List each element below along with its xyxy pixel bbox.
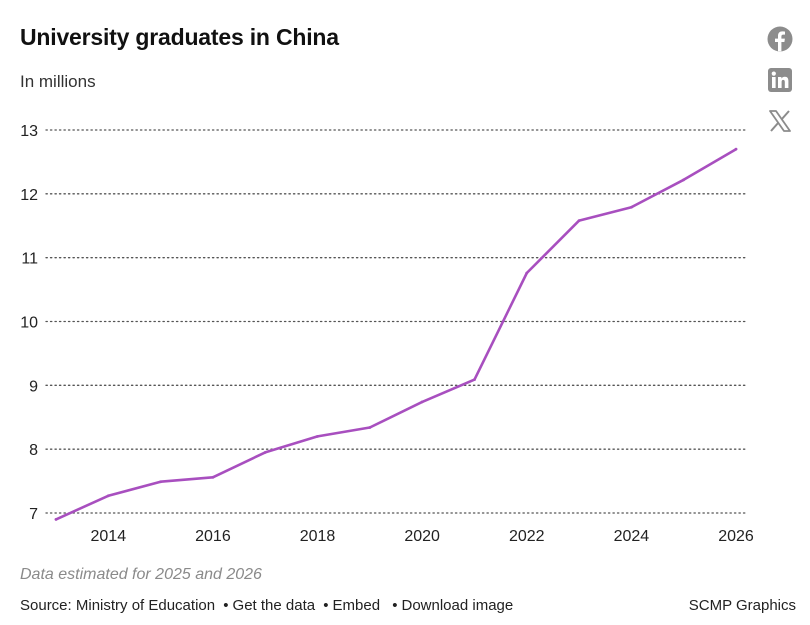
data-point (629, 205, 633, 209)
x-twitter-icon (769, 110, 791, 132)
bullet-separator: • (223, 597, 229, 614)
y-tick-label: 9 (29, 378, 38, 395)
facebook-share-button[interactable] (766, 25, 794, 53)
data-point (525, 271, 529, 275)
x-tick-label: 2018 (300, 528, 336, 545)
chart-title: University graduates in China (20, 24, 339, 50)
data-point (734, 147, 738, 151)
x-tick-label: 2026 (718, 528, 754, 545)
x-tick-label: 2024 (614, 528, 650, 545)
data-point (420, 400, 424, 404)
data-point (263, 450, 267, 454)
data-note: Data estimated for 2025 and 2026 (20, 566, 262, 583)
x-tick-label: 2016 (195, 528, 231, 545)
line-chart: 7 8 9 10 11 12 13 2014 2016 2018 2020 2022 2024 2026 (20, 123, 754, 545)
data-point (316, 435, 319, 438)
y-tick-label: 10 (20, 315, 38, 332)
linkedin-share-button[interactable] (766, 66, 794, 94)
chart-subtitle: In millions (20, 72, 96, 91)
credit-text: SCMP Graphics (688, 597, 796, 614)
source-text: Source: Ministry of Education (20, 597, 216, 614)
bullet-separator: • (323, 597, 329, 614)
y-tick-label: 11 (21, 251, 38, 268)
data-point (473, 378, 476, 381)
x-tick-label: 2020 (404, 528, 440, 545)
data-point (54, 517, 58, 521)
y-tick-label: 12 (20, 187, 38, 204)
y-axis-ticks: 7 8 9 10 11 12 13 (20, 123, 38, 523)
data-point (106, 494, 110, 498)
series-layer (54, 147, 738, 521)
data-point (159, 480, 163, 484)
y-tick-label: 13 (20, 123, 38, 140)
y-tick-label: 8 (29, 442, 38, 459)
bullet-separator: • (392, 597, 398, 614)
series-line (54, 147, 738, 521)
data-point (577, 219, 581, 223)
x-tick-label: 2014 (91, 528, 127, 545)
footer-links: Source: Ministry of Education • Get the d… (20, 597, 513, 614)
gridlines (45, 129, 747, 514)
facebook-icon (767, 26, 793, 52)
y-tick-label: 7 (29, 506, 38, 523)
get-data-link[interactable]: Get the data (232, 597, 316, 614)
x-share-button[interactable] (766, 107, 794, 135)
download-image-link[interactable]: Download image (401, 597, 514, 614)
x-tick-label: 2022 (509, 528, 545, 545)
linkedin-icon (768, 68, 792, 92)
x-axis-ticks: 2014 2016 2018 2020 2022 2024 2026 (91, 528, 754, 545)
data-point (682, 178, 686, 182)
data-point (211, 475, 215, 479)
embed-link[interactable]: Embed (332, 597, 381, 614)
data-point (368, 426, 372, 429)
